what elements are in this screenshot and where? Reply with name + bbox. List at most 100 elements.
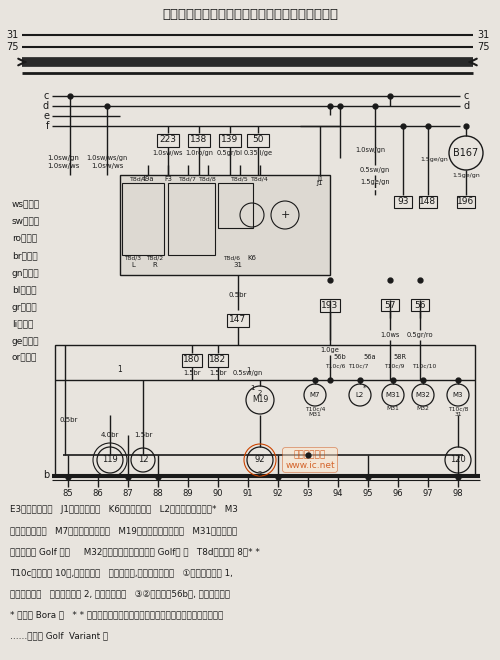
Bar <box>188 133 210 147</box>
Text: －右停车灯灯泡   M7－右前转向灯灯泡   M19－右侧侧面转向灯泡   M31－右近光灯: －右停车灯灯泡 M7－右前转向灯灯泡 M19－右侧侧面转向灯泡 M31－右近光灯 <box>10 527 237 535</box>
Text: 0.5br: 0.5br <box>60 417 78 423</box>
Text: 91: 91 <box>243 488 254 498</box>
Text: 0.5br: 0.5br <box>229 292 247 298</box>
Text: 58R: 58R <box>394 354 406 360</box>
Text: 警告灯开关、闪光继电器、右前大灯、右前转向灯: 警告灯开关、闪光继电器、右前大灯、右前转向灯 <box>162 7 338 20</box>
Text: T8d/4: T8d/4 <box>251 176 269 182</box>
Text: J1: J1 <box>317 176 323 182</box>
Text: 1.5br: 1.5br <box>183 370 201 376</box>
Text: 147: 147 <box>230 315 246 325</box>
Text: 119: 119 <box>102 455 118 465</box>
Bar <box>218 183 253 228</box>
Text: 56: 56 <box>414 300 426 310</box>
Text: 0.5gr/ro: 0.5gr/ro <box>406 332 434 338</box>
Text: e: e <box>43 111 49 121</box>
Text: L: L <box>131 262 135 268</box>
Text: 56a: 56a <box>364 354 376 360</box>
Text: M3: M3 <box>453 392 463 398</box>
Text: ro＝红色: ro＝红色 <box>12 234 37 244</box>
Text: 86: 86 <box>92 488 104 498</box>
Text: 75: 75 <box>477 42 490 52</box>
Text: L2: L2 <box>356 392 364 398</box>
Text: f: f <box>46 121 49 131</box>
Text: 223: 223 <box>160 135 176 145</box>
Text: 1.0sw/ws: 1.0sw/ws <box>47 163 79 169</box>
Bar <box>394 196 412 208</box>
Text: 138: 138 <box>190 135 208 145</box>
Text: or＝橙色: or＝橙色 <box>12 354 38 362</box>
Text: M31: M31 <box>308 412 322 418</box>
Text: b: b <box>43 470 49 480</box>
Text: M19: M19 <box>252 395 268 405</box>
Bar <box>247 133 269 147</box>
Text: T10c－插头， 10孔,在右大灯上   ⓪－接地点,在发动机室左侧   ①⓪－接地连接 1,: T10c－插头， 10孔,在右大灯上 ⓪－接地点,在发动机室左侧 ①⓪－接地连接… <box>10 568 233 578</box>
Bar <box>182 354 202 366</box>
Text: 灯泡（仅指 Golf 车）     M32－右远光灯灯泡（仅指 Golf） 车   T8d－插头， 8孔* *: 灯泡（仅指 Golf 车） M32－右远光灯灯泡（仅指 Golf） 车 T8d－… <box>10 548 260 556</box>
Text: 0.5gr/bl: 0.5gr/bl <box>217 150 243 156</box>
Text: bl＝蓝色: bl＝蓝色 <box>12 286 36 294</box>
Text: sw＝黑色: sw＝黑色 <box>12 218 40 226</box>
Text: 57: 57 <box>384 300 396 310</box>
Text: 90: 90 <box>213 488 223 498</box>
Text: c: c <box>44 91 49 101</box>
Text: 193: 193 <box>322 300 338 310</box>
Text: 1: 1 <box>250 385 254 391</box>
Text: c: c <box>463 91 468 101</box>
Text: 1.0ws: 1.0ws <box>380 332 400 338</box>
Text: 1.5ge/gn: 1.5ge/gn <box>420 158 448 162</box>
Text: T8d/7: T8d/7 <box>179 176 197 182</box>
Text: T8d/1: T8d/1 <box>130 176 148 182</box>
Text: T8d/6: T8d/6 <box>224 255 240 261</box>
Text: T8d/5: T8d/5 <box>231 176 249 182</box>
Text: K6: K6 <box>248 255 256 261</box>
Text: +: + <box>280 210 289 220</box>
Text: 1.5br: 1.5br <box>209 370 227 376</box>
Text: 在大灯线束内   ⓸－接地连接 2, 在大灯线束内   ③②－连接（56b）, 在车内线束内: 在大灯线束内 ⓸－接地连接 2, 在大灯线束内 ③②－连接（56b）, 在车内线… <box>10 589 230 599</box>
Text: 97: 97 <box>422 488 434 498</box>
Bar <box>208 354 228 366</box>
Bar <box>381 299 399 311</box>
Text: 1.5ge/gn: 1.5ge/gn <box>452 172 480 178</box>
Text: 维库电子市场
www.ic.net: 维库电子市场 www.ic.net <box>285 450 335 470</box>
Text: T8d/8: T8d/8 <box>199 176 217 182</box>
Text: M7: M7 <box>310 392 320 398</box>
Text: T10c/10: T10c/10 <box>412 364 436 368</box>
Text: 31: 31 <box>234 262 242 268</box>
Text: 4.0br: 4.0br <box>101 432 119 438</box>
Text: ge＝黄色: ge＝黄色 <box>12 337 40 345</box>
Text: d: d <box>43 101 49 111</box>
Text: T10c/8: T10c/8 <box>448 407 468 411</box>
Text: 94: 94 <box>333 488 343 498</box>
Text: 93: 93 <box>397 197 409 207</box>
Bar <box>157 133 179 147</box>
Text: 1.0ge: 1.0ge <box>320 347 340 353</box>
Text: 0.5sw/gn: 0.5sw/gn <box>233 370 263 376</box>
Text: M31: M31 <box>386 392 400 398</box>
Text: br＝棕色: br＝棕色 <box>12 251 38 261</box>
Bar <box>120 175 330 275</box>
Text: 96: 96 <box>392 488 404 498</box>
Text: 85: 85 <box>62 488 74 498</box>
Text: 12: 12 <box>138 455 148 465</box>
Text: 1.0sw/ws: 1.0sw/ws <box>153 150 183 156</box>
Text: d: d <box>463 101 469 111</box>
Text: T10c/6: T10c/6 <box>325 364 345 368</box>
Text: 1.5ge/gn: 1.5ge/gn <box>360 179 390 185</box>
Text: gn＝绿色: gn＝绿色 <box>12 269 40 277</box>
Text: M32: M32 <box>416 407 430 411</box>
Text: 1.0ro/gn: 1.0ro/gn <box>185 150 213 156</box>
Text: J1: J1 <box>317 180 323 186</box>
Text: 50: 50 <box>252 135 264 145</box>
Bar <box>227 314 249 327</box>
Text: 31: 31 <box>477 30 489 40</box>
Text: 1.5br: 1.5br <box>134 432 152 438</box>
Text: 1: 1 <box>246 367 250 373</box>
Bar <box>457 196 475 208</box>
Text: 92: 92 <box>273 488 283 498</box>
Text: T8d/3: T8d/3 <box>124 255 142 261</box>
Bar <box>55 345 475 475</box>
Text: 75: 75 <box>6 42 19 52</box>
Bar <box>122 183 164 255</box>
Bar <box>168 183 215 255</box>
Text: 0.5sw/gn: 0.5sw/gn <box>360 167 390 173</box>
